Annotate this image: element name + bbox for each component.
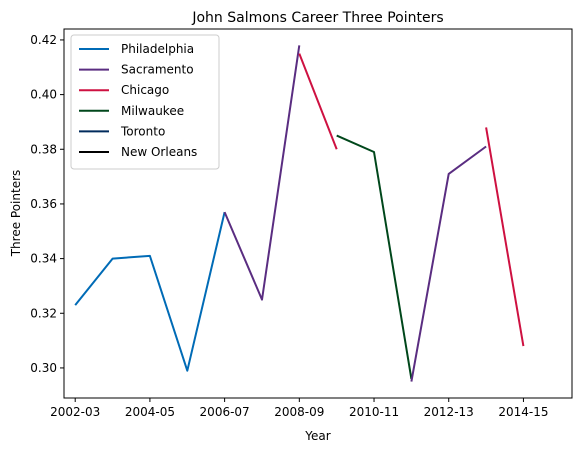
y-tick-label: 0.38 (30, 142, 57, 156)
x-tick-label: 2008-09 (274, 405, 324, 419)
plot-frame (63, 28, 573, 399)
x-tick-label: 2006-07 (200, 405, 250, 419)
y-axis-title: Three Pointers (9, 170, 23, 258)
legend-label: Toronto (120, 124, 165, 138)
legend-label: Philadelphia (121, 42, 194, 56)
x-tick-label: 2002-03 (50, 405, 100, 419)
series-line-chicago-6 (485, 127, 525, 347)
x-tick-label: 2004-05 (125, 405, 175, 419)
series-line-milwaukee-3 (336, 134, 413, 380)
x-tick-label: 2010-11 (349, 405, 399, 419)
x-axis-title: Year (304, 429, 330, 443)
series-line-chicago-2 (298, 53, 338, 150)
y-tick-label: 0.34 (30, 252, 57, 266)
y-axis: 0.30 0.32 0.34 0.36 0.38 0.40 0.42 (30, 33, 64, 375)
series-line-sacramento-1 (223, 45, 301, 301)
series-layer (74, 45, 525, 382)
x-axis: 2002-03 2004-05 2006-07 2008-09 2010-11 2012-… (50, 398, 549, 419)
legend-label: New Orleans (121, 145, 197, 159)
y-tick-label: 0.32 (30, 306, 57, 320)
legend-label: Chicago (121, 83, 169, 97)
y-tick-label: 0.40 (30, 88, 57, 102)
legend: Philadelphia Sacramento Chicago Milwaukee To… (70, 34, 220, 170)
series-line-philadelphia-0 (74, 211, 226, 372)
x-tick-label: 2012-13 (424, 405, 474, 419)
x-tick-label: 2014-15 (498, 405, 548, 419)
legend-label: Sacramento (121, 63, 194, 77)
legend-box (70, 34, 220, 170)
legend-label: Milwaukee (121, 104, 184, 118)
y-tick-label: 0.36 (30, 197, 57, 211)
series-line-sacramento-4 (410, 145, 487, 382)
chart-title: John Salmons Career Three Pointers (191, 10, 443, 26)
y-tick-label: 0.42 (30, 33, 57, 47)
y-tick-label: 0.30 (30, 361, 57, 375)
